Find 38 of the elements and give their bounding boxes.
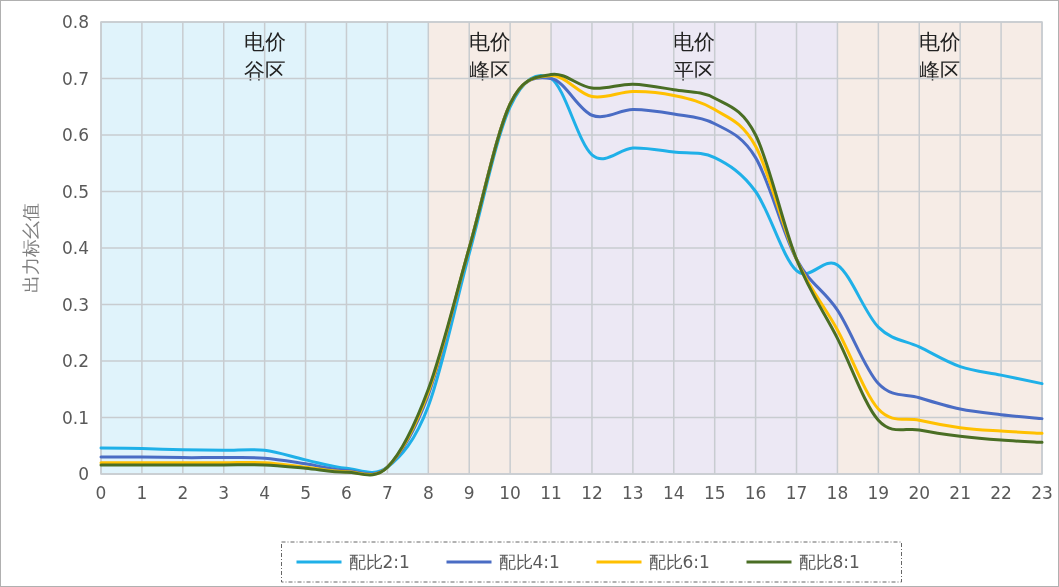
x-tick-label: 2 — [177, 483, 189, 503]
x-tick-label: 22 — [990, 483, 1012, 503]
x-tick-label: 15 — [703, 483, 726, 503]
x-tick-label: 12 — [581, 483, 603, 503]
x-tick-label: 11 — [540, 483, 562, 503]
x-tick-label: 19 — [867, 483, 890, 503]
x-tick-label: 4 — [259, 483, 271, 503]
x-tick-label: 3 — [218, 483, 230, 503]
x-tick-label: 21 — [949, 483, 971, 503]
y-tick-label: 0.1 — [61, 407, 89, 428]
legend-label: 配比4:1 — [498, 552, 560, 572]
x-tick-label: 16 — [744, 483, 767, 503]
y-tick-label: 0 — [78, 464, 89, 484]
legend-label: 配比8:1 — [798, 552, 860, 572]
x-tick-label: 14 — [662, 483, 685, 503]
y-tick-label: 0.4 — [61, 238, 89, 258]
y-tick-label: 0.7 — [61, 68, 89, 89]
x-tick-label: 18 — [826, 483, 849, 503]
x-tick-label: 0 — [95, 483, 107, 503]
x-tick-label: 7 — [381, 483, 393, 503]
x-tick-label: 23 — [1031, 483, 1053, 503]
x-tick-label: 17 — [785, 483, 808, 503]
x-tick-label: 8 — [422, 483, 434, 503]
x-tick-label: 10 — [499, 483, 521, 503]
x-tick-label: 5 — [300, 483, 311, 503]
x-tick-label: 6 — [341, 483, 352, 503]
x-tick-label: 20 — [908, 483, 931, 503]
legend-label: 配比2:1 — [348, 552, 410, 572]
y-tick-label: 0.5 — [61, 181, 89, 202]
x-tick-label: 1 — [136, 483, 148, 503]
y-tick-label: 0.3 — [61, 294, 89, 315]
y-tick-label: 0.6 — [61, 125, 89, 145]
y-axis-title: 出力标幺值 — [20, 203, 41, 293]
x-tick-label: 13 — [622, 483, 644, 503]
x-tick-label: 9 — [463, 483, 475, 503]
y-tick-label: 0.8 — [61, 12, 89, 32]
legend-label: 配比6:1 — [648, 552, 710, 572]
y-tick-label: 0.2 — [61, 351, 89, 371]
